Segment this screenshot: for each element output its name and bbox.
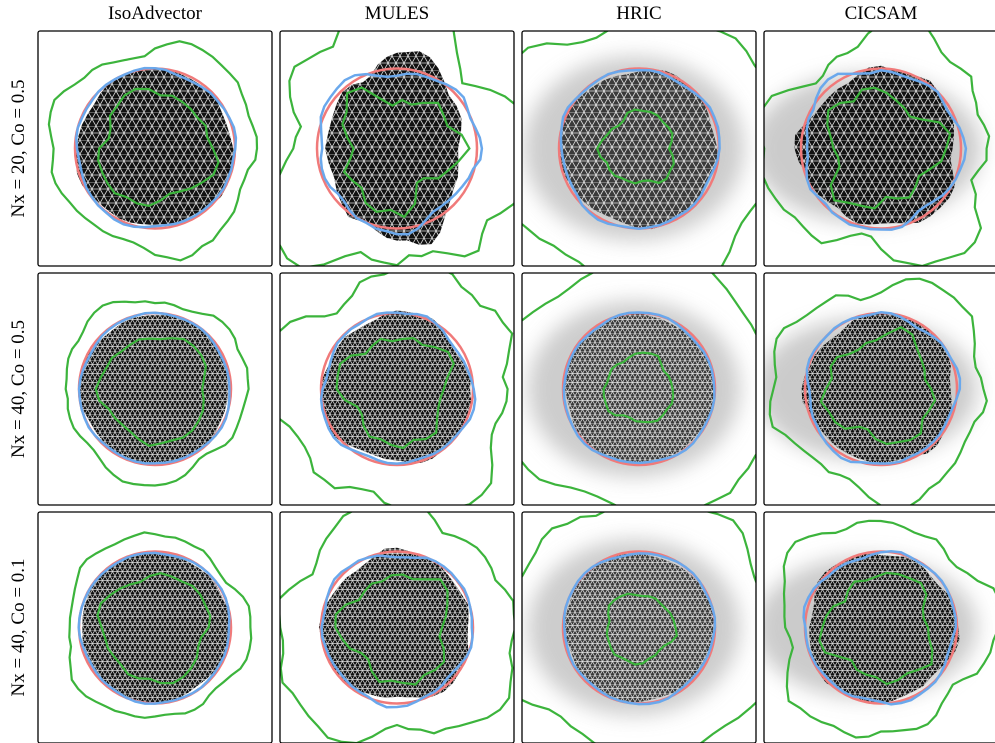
panel-frame xyxy=(37,30,273,267)
interface-05 xyxy=(805,311,962,465)
panel-frame xyxy=(521,511,757,743)
panel xyxy=(37,272,273,506)
panel-content xyxy=(522,512,756,743)
column-header: IsoAdvector xyxy=(108,3,203,24)
mesh xyxy=(559,69,718,230)
panel-content xyxy=(280,273,514,505)
interface-05 xyxy=(805,69,968,231)
outer-contour xyxy=(47,40,259,262)
panel-content xyxy=(522,273,756,505)
panel-frame xyxy=(37,272,273,506)
inner-contour xyxy=(335,336,456,450)
interface-05 xyxy=(559,68,721,231)
panel xyxy=(37,30,273,267)
column-header: CICSAM xyxy=(845,3,918,24)
panel-frame xyxy=(763,272,995,506)
panel xyxy=(521,272,757,506)
inner-contour xyxy=(96,572,212,685)
interface-05 xyxy=(77,311,231,465)
inner-contour xyxy=(826,86,952,210)
interface-05 xyxy=(77,551,231,705)
outer-contour xyxy=(280,31,514,266)
panel xyxy=(763,511,995,743)
panel-frame xyxy=(37,511,273,743)
panel-content xyxy=(68,531,253,719)
inner-contour xyxy=(602,351,675,424)
exact-interface xyxy=(315,67,479,230)
interface-05 xyxy=(802,550,957,706)
interface-05 xyxy=(75,66,238,229)
panel-frame xyxy=(279,511,515,743)
panel xyxy=(521,30,757,267)
panel-content xyxy=(764,31,991,266)
interface-05 xyxy=(319,72,484,236)
column-header: MULES xyxy=(365,3,429,24)
mesh xyxy=(79,314,228,464)
panel-frame xyxy=(279,272,515,506)
inner-contour xyxy=(819,326,937,446)
interface-05 xyxy=(320,554,474,709)
panel xyxy=(279,272,515,506)
panel xyxy=(763,272,995,506)
mesh xyxy=(82,553,232,703)
row-label: Nx = 40, Co = 0.5 xyxy=(8,320,29,458)
panel-content xyxy=(280,512,514,743)
panel xyxy=(279,30,515,267)
outer-contour xyxy=(64,300,250,487)
outer-contour xyxy=(280,273,514,505)
panel-frame xyxy=(521,30,757,267)
mesh xyxy=(318,547,469,698)
inner-contour xyxy=(94,337,208,447)
panel-content xyxy=(522,31,756,266)
panel xyxy=(521,511,757,743)
panel xyxy=(763,30,995,267)
panel-content xyxy=(47,40,259,262)
panel-content xyxy=(280,31,514,266)
mesh xyxy=(565,313,715,463)
panel-content xyxy=(764,277,988,505)
panel xyxy=(279,511,515,743)
panel-frame xyxy=(279,30,515,267)
inner-contour xyxy=(818,571,934,686)
outer-contour xyxy=(768,277,988,505)
panel-frame xyxy=(521,272,757,506)
outer-contour xyxy=(782,519,995,739)
inner-contour xyxy=(605,592,678,666)
mesh xyxy=(325,51,462,245)
column-header: HRIC xyxy=(616,3,661,24)
interface-05 xyxy=(562,311,716,465)
panel-content xyxy=(764,519,995,739)
panel-frame xyxy=(763,511,995,743)
inner-contour xyxy=(341,86,471,219)
interface-05 xyxy=(562,552,717,706)
interface-05 xyxy=(319,311,477,465)
row-label: Nx = 20, Co = 0.5 xyxy=(8,79,29,217)
inner-contour xyxy=(334,573,449,686)
inner-contour xyxy=(97,87,220,208)
mesh xyxy=(321,310,472,463)
outer-contour xyxy=(68,531,253,719)
panel-frame xyxy=(763,30,995,267)
panel xyxy=(37,511,273,743)
mesh xyxy=(564,552,714,704)
panel-content xyxy=(64,300,250,487)
row-label: Nx = 40, Co = 0.1 xyxy=(8,558,29,696)
inner-contour xyxy=(595,108,675,185)
